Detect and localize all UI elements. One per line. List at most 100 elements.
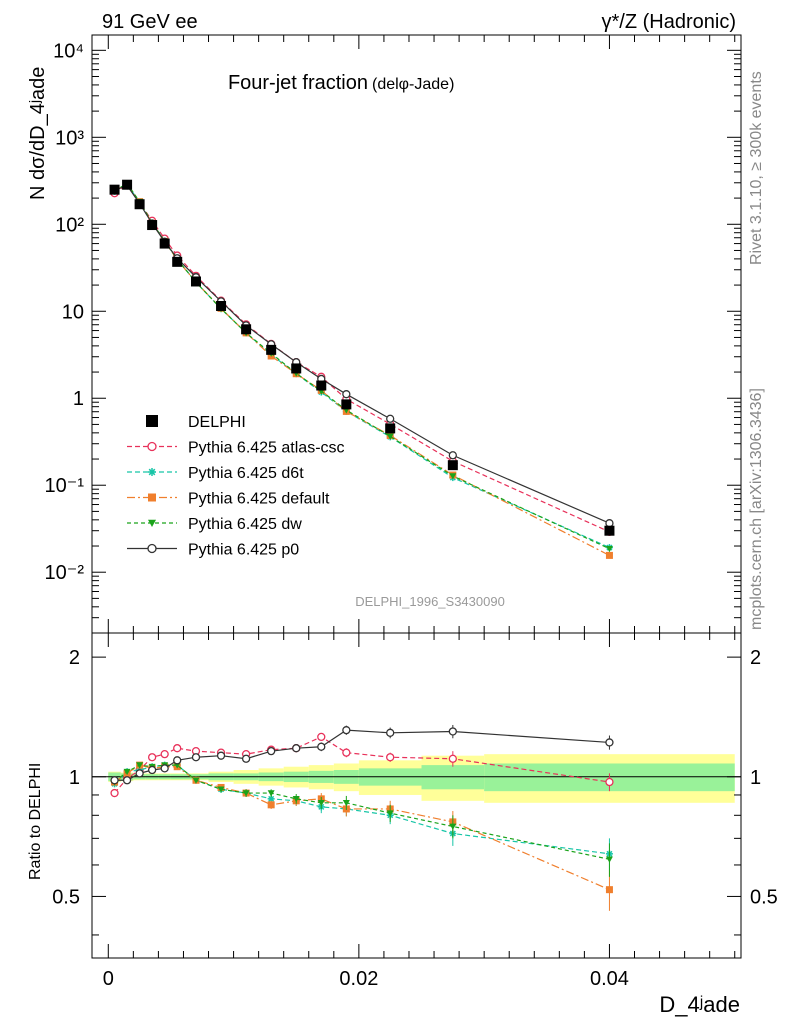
legend-entry-reference: DELPHI xyxy=(146,414,246,431)
main-series-line xyxy=(114,184,610,524)
ratio-series-point xyxy=(605,777,614,787)
legend-entry-1: Pythia 6.425 d6t xyxy=(127,465,304,482)
ratio-series-point xyxy=(342,748,351,757)
legend-entry-2: Pythia 6.425 default xyxy=(127,491,330,508)
ratio-y-tick-label-right: 2 xyxy=(750,647,761,669)
main-series-line xyxy=(114,182,610,550)
legend-marker xyxy=(148,519,156,527)
reference-point xyxy=(190,276,201,287)
ratio-series-point xyxy=(216,751,226,760)
ratio-series-point xyxy=(160,750,169,759)
reference-point xyxy=(266,344,277,355)
legend: DELPHI Pythia 6.425 atlas-csc Pythia 6.425… xyxy=(127,414,345,559)
analysis-watermark: DELPHI_1996_S3430090 xyxy=(355,594,505,609)
ratio-series-point xyxy=(241,754,251,763)
y-tick-label: 10⁻¹ xyxy=(45,475,85,497)
reference-point xyxy=(134,199,145,210)
ratio-series-point xyxy=(173,756,182,765)
ratio-series-point xyxy=(192,777,200,784)
ratio-series-layer xyxy=(110,724,614,911)
main-series-0 xyxy=(110,180,614,537)
legend-label: Pythia 6.425 atlas-csc xyxy=(188,440,345,457)
axes-layer: 0 0.02 0.04 10⁻² 10⁻¹ 1 10 10² 10³ 10⁴ 0.5 0.5 1 1 2 2 xyxy=(45,35,778,990)
ratio-series-point xyxy=(147,753,157,762)
ratio-series-point xyxy=(386,753,395,762)
ratio-series-point xyxy=(242,790,250,797)
ratio-series-point xyxy=(449,823,457,830)
main-series-point xyxy=(386,433,394,440)
legend-label: Pythia 6.425 p0 xyxy=(188,542,299,559)
reference-point xyxy=(216,300,227,311)
ratio-y-axis-label: Ratio to DELPHI xyxy=(27,763,44,880)
ratio-series-point xyxy=(267,801,275,809)
main-series-layer xyxy=(109,179,615,559)
ratio-series-point xyxy=(191,753,201,762)
main-series-2 xyxy=(111,180,613,559)
rivet-label: Rivet 3.1.10, ≥ 300k events xyxy=(748,71,765,265)
ratio-series-point xyxy=(317,800,325,807)
ratio-series-point xyxy=(342,726,351,735)
ratio-series-point xyxy=(317,742,326,751)
ratio-series-point xyxy=(110,776,119,785)
main-series-point xyxy=(605,519,614,528)
ratio-y-tick-label-right: 0.5 xyxy=(750,886,778,908)
ratio-series-point xyxy=(317,732,326,742)
reference-point xyxy=(341,399,352,410)
legend-entry-0: Pythia 6.425 atlas-csc xyxy=(127,440,345,457)
legend-label: Pythia 6.425 default xyxy=(188,491,330,508)
y-tick-label: 10³ xyxy=(55,127,84,149)
ratio-series-point xyxy=(123,768,131,776)
legend-label: DELPHI xyxy=(188,414,246,431)
chart-subtitle: (delφ-Jade) xyxy=(372,76,454,93)
legend-marker xyxy=(148,468,156,476)
ratio-y-tick-label-left: 0.5 xyxy=(52,886,80,908)
ratio-y-tick-label-left: 1 xyxy=(69,767,80,789)
main-series-point xyxy=(448,451,457,460)
legend-marker xyxy=(147,441,157,452)
reference-point xyxy=(109,184,120,195)
main-series-point xyxy=(605,545,613,553)
x-tick-label: 0.02 xyxy=(339,968,378,990)
main-series-1 xyxy=(111,180,613,552)
ratio-series-point xyxy=(605,856,613,863)
reference-point xyxy=(385,423,396,434)
main-series-4 xyxy=(110,181,614,528)
legend-marker xyxy=(148,493,156,502)
ratio-uncertainty-band xyxy=(92,754,741,803)
ratio-series-point xyxy=(605,886,613,894)
reference-point xyxy=(604,525,615,536)
reference-point xyxy=(241,324,252,335)
y-tick-label: 10⁻² xyxy=(45,562,85,584)
main-series-point xyxy=(605,551,613,559)
legend-label: Pythia 6.425 dw xyxy=(188,516,302,533)
ratio-series-point xyxy=(110,788,119,798)
y-tick-label: 10² xyxy=(55,214,84,236)
main-series-point xyxy=(342,390,351,399)
reference-point xyxy=(316,380,327,391)
reference-point xyxy=(147,220,158,231)
reference-point xyxy=(122,179,133,190)
main-series-point xyxy=(449,473,457,480)
reference-point xyxy=(172,256,183,267)
x-axis-label: D_4ʲade xyxy=(659,992,740,1017)
legend-marker xyxy=(147,543,157,554)
ratio-series-point xyxy=(386,728,395,737)
ratio-series-point xyxy=(448,727,457,736)
ratio-series-point xyxy=(448,754,457,763)
ratio-series-point xyxy=(292,796,300,803)
reference-point xyxy=(447,460,458,471)
main-series-point xyxy=(386,414,395,423)
ratio-series-point xyxy=(605,738,614,747)
reference-point xyxy=(159,238,170,249)
chart-title: Four-jet fraction xyxy=(228,72,368,94)
y-tick-label: 10 xyxy=(62,301,84,323)
ratio-plot-frame xyxy=(91,632,742,959)
y-tick-label: 10⁴ xyxy=(53,40,84,62)
ratio-series-point xyxy=(217,786,225,793)
ratio-series-4 xyxy=(110,724,614,785)
ratio-series-line xyxy=(114,764,610,891)
ratio-series-point xyxy=(147,765,157,775)
ratio-series-point xyxy=(135,769,144,778)
x-tick-label: 0.04 xyxy=(590,968,629,990)
header-left-label: 91 GeV ee xyxy=(102,11,198,33)
